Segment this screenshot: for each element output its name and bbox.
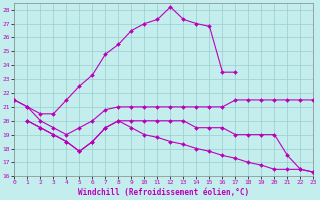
X-axis label: Windchill (Refroidissement éolien,°C): Windchill (Refroidissement éolien,°C) xyxy=(78,188,250,197)
